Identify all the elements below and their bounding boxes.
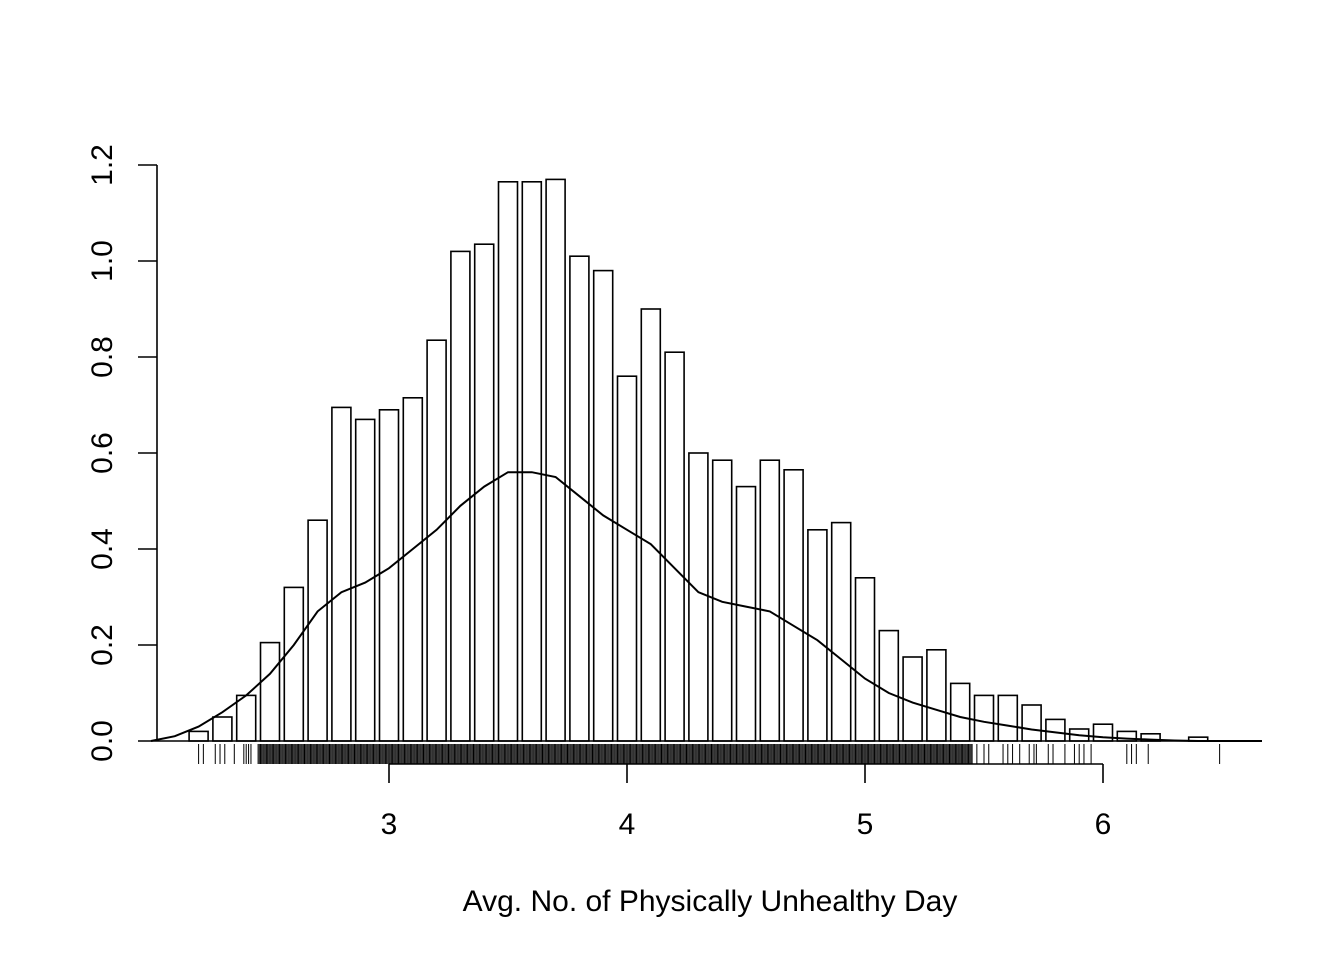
histogram-bar (283, 586, 305, 742)
histogram-bar (497, 181, 519, 742)
y-tick-label: 1.0 (86, 240, 119, 282)
density-curve (150, 471, 1262, 742)
histogram-bar (640, 308, 662, 742)
histogram-bar (616, 375, 638, 742)
histogram-bar (331, 406, 352, 742)
rug-marks (198, 744, 1221, 764)
histogram-bar (188, 730, 209, 742)
histogram-bar (926, 648, 947, 742)
histogram-bar (426, 339, 447, 742)
y-tick-label: 1.2 (86, 144, 119, 186)
histogram-bars (188, 178, 1209, 742)
histogram-bar (402, 396, 424, 742)
y-tick-label: 0.4 (86, 528, 119, 570)
x-tick-label: 5 (857, 808, 874, 841)
histogram-bar (973, 694, 995, 742)
histogram-bar (354, 418, 376, 742)
x-tick-label: 4 (619, 808, 636, 841)
histogram-bar (378, 408, 400, 742)
y-axis: 0.0 0.2 0.4 0.6 0.8 1.0 1.2 (86, 144, 158, 762)
x-tick-label: 6 (1095, 808, 1112, 841)
histogram-bar (830, 521, 852, 742)
histogram-bar (545, 178, 566, 742)
y-tick-label: 0.8 (86, 336, 119, 378)
histogram-bar (854, 576, 876, 742)
histogram-bar (450, 250, 471, 742)
histogram-bar (569, 255, 590, 742)
x-axis-title: Avg. No. of Physically Unhealthy Day (463, 885, 958, 918)
histogram-bar (688, 452, 709, 742)
histogram-bar (212, 716, 233, 742)
x-tick-label: 3 (381, 808, 398, 841)
histogram-bar (997, 694, 1019, 742)
histogram-bar (259, 641, 281, 742)
y-tick-label: 0.2 (86, 624, 119, 666)
y-tick-label: 0.6 (86, 432, 119, 474)
histogram-bar (783, 468, 804, 742)
histogram-bar (664, 351, 685, 742)
density-curve-group (150, 471, 1262, 742)
histogram-bar (592, 269, 614, 742)
histogram-bar (307, 519, 328, 742)
y-tick-label: 0.0 (86, 720, 119, 762)
histogram-bar (235, 694, 257, 742)
histogram-bar (1021, 704, 1042, 742)
histogram-bar (878, 629, 900, 742)
histogram-bar (735, 485, 757, 742)
histogram-bar (1045, 718, 1066, 742)
histogram-bar (521, 181, 543, 742)
histogram-bar (949, 682, 971, 742)
x-axis: 3 4 5 6 (157, 740, 1262, 841)
histogram-bar (711, 459, 733, 742)
histogram-bar (759, 459, 781, 742)
